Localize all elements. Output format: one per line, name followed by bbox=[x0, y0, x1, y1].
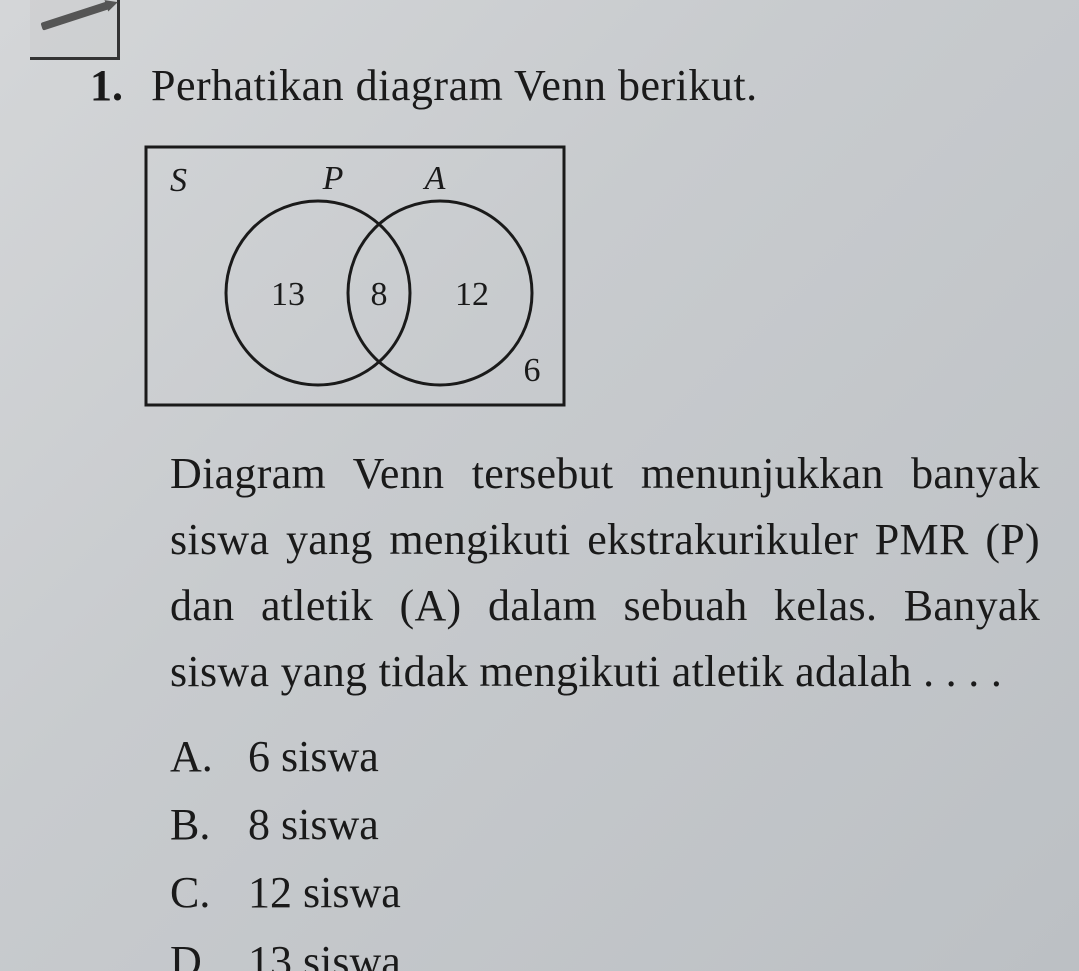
svg-text:12: 12 bbox=[455, 276, 489, 313]
option-letter: A. bbox=[170, 723, 220, 791]
option-d: D. 13 siswa bbox=[170, 928, 1029, 971]
svg-text:S: S bbox=[170, 162, 187, 199]
svg-text:P: P bbox=[322, 160, 344, 197]
question-header: 1. Perhatikan diagram Venn berikut. bbox=[90, 60, 1029, 111]
workbook-icon bbox=[30, 0, 120, 60]
body-text: Diagram Venn tersebut menunjukkan banyak… bbox=[170, 449, 1040, 696]
option-c: C. 12 siswa bbox=[170, 859, 1029, 927]
option-letter: C. bbox=[170, 859, 220, 927]
svg-text:A: A bbox=[423, 160, 446, 197]
option-letter: B. bbox=[170, 791, 220, 859]
option-text: 6 siswa bbox=[248, 723, 379, 791]
option-text: 8 siswa bbox=[248, 791, 379, 859]
option-b: B. 8 siswa bbox=[170, 791, 1029, 859]
svg-text:8: 8 bbox=[371, 276, 388, 313]
svg-text:13: 13 bbox=[271, 276, 305, 313]
svg-text:6: 6 bbox=[524, 352, 541, 389]
venn-diagram: S P A 13 8 12 6 bbox=[140, 141, 1029, 416]
pencil-icon bbox=[40, 1, 109, 30]
question-number: 1. bbox=[90, 60, 123, 111]
page: 1. Perhatikan diagram Venn berikut. S P A 1… bbox=[0, 0, 1079, 971]
option-a: A. 6 siswa bbox=[170, 723, 1029, 791]
venn-svg: S P A 13 8 12 6 bbox=[140, 141, 570, 411]
question-prompt: Perhatikan diagram Venn berikut. bbox=[151, 60, 758, 111]
option-text: 13 siswa bbox=[248, 928, 401, 971]
option-text: 12 siswa bbox=[248, 859, 401, 927]
question-body: Diagram Venn tersebut menunjukkan banyak… bbox=[170, 441, 1040, 705]
option-letter: D. bbox=[170, 928, 220, 971]
answer-options: A. 6 siswa B. 8 siswa C. 12 siswa D. 13 … bbox=[170, 723, 1029, 971]
